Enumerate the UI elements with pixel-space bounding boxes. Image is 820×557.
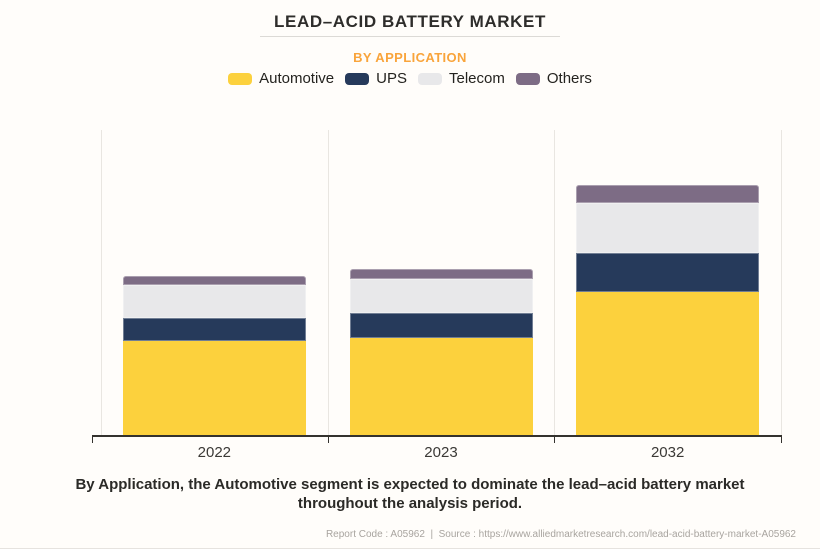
bar-segment-ups-2032[interactable] [576, 253, 760, 292]
legend-label: Others [546, 70, 592, 87]
stacked-bar-2032[interactable] [576, 185, 760, 435]
legend-swatch-ups [345, 72, 370, 85]
title-underline [260, 36, 560, 37]
vertical-gridline [781, 130, 782, 435]
legend: Automotive UPS Telecom Others [0, 70, 820, 87]
axis-tick [781, 437, 782, 443]
bar-segment-telecom-2032[interactable] [576, 203, 760, 253]
bar-segment-telecom-2022[interactable] [122, 285, 306, 318]
legend-swatch-automotive [228, 72, 253, 85]
vertical-gridline [327, 130, 329, 435]
vertical-gridline [554, 130, 556, 435]
stacked-bar-chart: 2022 2023 2032 [92, 130, 782, 461]
chart-subtitle: BY APPLICATION [353, 50, 467, 65]
x-axis-label-2023: 2023 [424, 444, 458, 461]
legend-item-telecom[interactable]: Telecom [418, 70, 505, 87]
report-source-line: Report Code : A05962 | Source : https://… [325, 529, 796, 540]
vertical-gridline [101, 130, 102, 435]
legend-label: Telecom [449, 70, 505, 87]
legend-label: UPS [376, 70, 407, 87]
axis-tick [327, 437, 329, 443]
x-axis-line [92, 435, 782, 437]
legend-swatch-others [515, 72, 540, 85]
x-axis-label-2022: 2022 [197, 444, 232, 461]
legend-item-ups[interactable]: UPS [345, 70, 407, 87]
x-axis-label-2032: 2032 [650, 444, 685, 461]
bar-segment-ups-2022[interactable] [122, 318, 306, 341]
bar-segment-automotive-2022[interactable] [122, 341, 306, 435]
bar-segment-ups-2023[interactable] [349, 313, 533, 338]
legend-item-others[interactable]: Others [515, 70, 592, 87]
axis-tick [92, 437, 93, 443]
page-title: LEAD–ACID BATTERY MARKET [274, 12, 546, 31]
stacked-bar-2023[interactable] [349, 269, 533, 435]
legend-item-automotive[interactable]: Automotive [228, 70, 334, 87]
bar-segment-telecom-2023[interactable] [349, 279, 533, 313]
bar-segment-automotive-2032[interactable] [576, 292, 760, 435]
axis-tick [554, 437, 556, 443]
chart-caption: By Application, the Automotive segment i… [75, 476, 745, 512]
bar-segment-others-2022[interactable] [122, 276, 306, 285]
legend-swatch-telecom [418, 72, 442, 85]
bar-segment-others-2032[interactable] [576, 185, 760, 203]
stacked-bar-2022[interactable] [122, 276, 306, 435]
bar-segment-automotive-2023[interactable] [349, 338, 533, 435]
legend-label: Automotive [259, 70, 335, 87]
bar-segment-others-2023[interactable] [349, 269, 533, 279]
